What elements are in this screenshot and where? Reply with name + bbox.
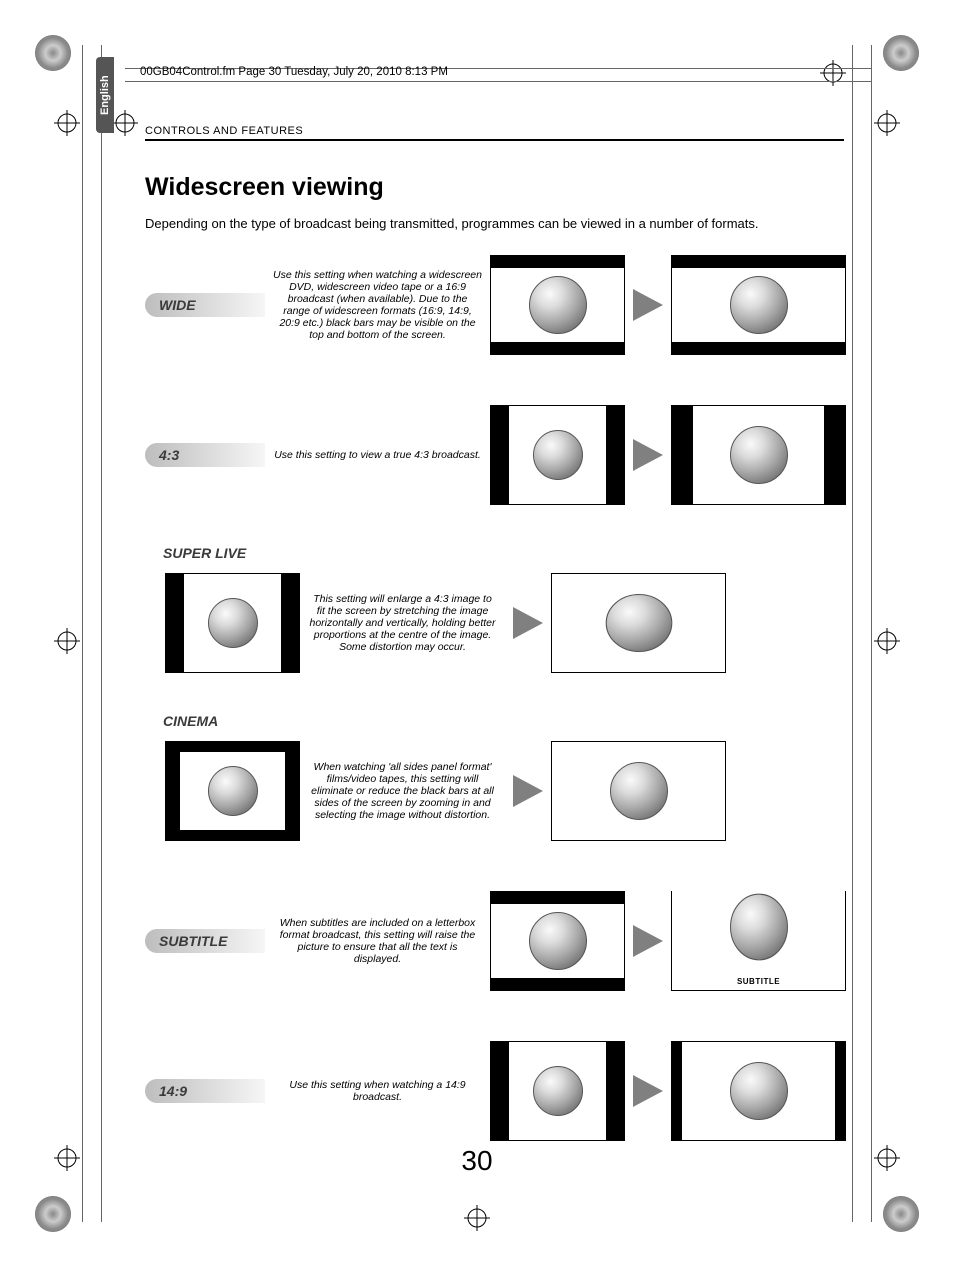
registration-mark xyxy=(54,628,80,654)
page-title: Widescreen viewing xyxy=(145,173,844,202)
source-screen-subtitle xyxy=(490,891,625,991)
section-header: CONTROLS AND FEATURES xyxy=(145,125,844,141)
registration-mark xyxy=(874,628,900,654)
page-number: 30 xyxy=(0,1145,954,1177)
dest-screen-cinema xyxy=(551,741,726,841)
format-desc-subtitle: When subtitles are included on a letterb… xyxy=(265,917,490,965)
format-row-14-9: 14:9 Use this setting when watching a 14… xyxy=(145,1041,844,1141)
format-desc-cinema: When watching 'all sides panel format' f… xyxy=(300,761,505,821)
intro-text: Depending on the type of broadcast being… xyxy=(145,216,844,231)
format-label-14-9: 14:9 xyxy=(145,1079,265,1103)
page-content: English CONTROLS AND FEATURES Widescreen… xyxy=(110,125,844,1191)
source-screen-cinema xyxy=(165,741,300,841)
dest-screen-wide xyxy=(671,255,846,355)
registration-mark xyxy=(820,60,846,86)
format-row-wide: WIDE Use this setting when watching a wi… xyxy=(145,255,844,355)
dest-screen-4-3 xyxy=(671,405,846,505)
source-screen-4-3 xyxy=(490,405,625,505)
format-row-4-3: 4:3 Use this setting to view a true 4:3 … xyxy=(145,405,844,505)
crop-mark-tr xyxy=(883,35,919,71)
dest-screen-super-live xyxy=(551,573,726,673)
page-header: 00GB04Control.fm Page 30 Tuesday, July 2… xyxy=(140,66,448,78)
format-row-subtitle: SUBTITLE When subtitles are included on … xyxy=(145,891,844,991)
source-screen-14-9 xyxy=(490,1041,625,1141)
dest-screen-14-9 xyxy=(671,1041,846,1141)
arrow-icon xyxy=(511,771,545,811)
format-row-super-live: This setting will enlarge a 4:3 image to… xyxy=(145,573,844,673)
source-screen-super-live xyxy=(165,573,300,673)
arrow-icon xyxy=(631,921,665,961)
dest-screen-subtitle: SUBTITLE xyxy=(671,891,846,991)
format-desc-super-live: This setting will enlarge a 4:3 image to… xyxy=(300,593,505,653)
source-screen-wide xyxy=(490,255,625,355)
format-label-cinema: CINEMA xyxy=(163,713,844,729)
arrow-icon xyxy=(631,435,665,475)
arrow-icon xyxy=(631,285,665,325)
crop-mark-br xyxy=(883,1196,919,1232)
format-desc-4-3: Use this setting to view a true 4:3 broa… xyxy=(265,449,490,461)
crop-mark-tl xyxy=(35,35,71,71)
format-label-4-3: 4:3 xyxy=(145,443,265,467)
language-tab: English xyxy=(96,57,114,133)
format-label-wide: WIDE xyxy=(145,293,265,317)
format-desc-wide: Use this setting when watching a widescr… xyxy=(265,269,490,341)
registration-mark xyxy=(464,1205,490,1231)
registration-mark xyxy=(874,110,900,136)
format-label-subtitle: SUBTITLE xyxy=(145,929,265,953)
arrow-icon xyxy=(511,603,545,643)
crop-mark-bl xyxy=(35,1196,71,1232)
registration-mark xyxy=(54,110,80,136)
format-label-super-live: SUPER LIVE xyxy=(163,545,844,561)
format-row-cinema: When watching 'all sides panel format' f… xyxy=(145,741,844,841)
arrow-icon xyxy=(631,1071,665,1111)
format-desc-14-9: Use this setting when watching a 14:9 br… xyxy=(265,1079,490,1103)
subtitle-overlay-text: SUBTITLE xyxy=(672,977,845,986)
